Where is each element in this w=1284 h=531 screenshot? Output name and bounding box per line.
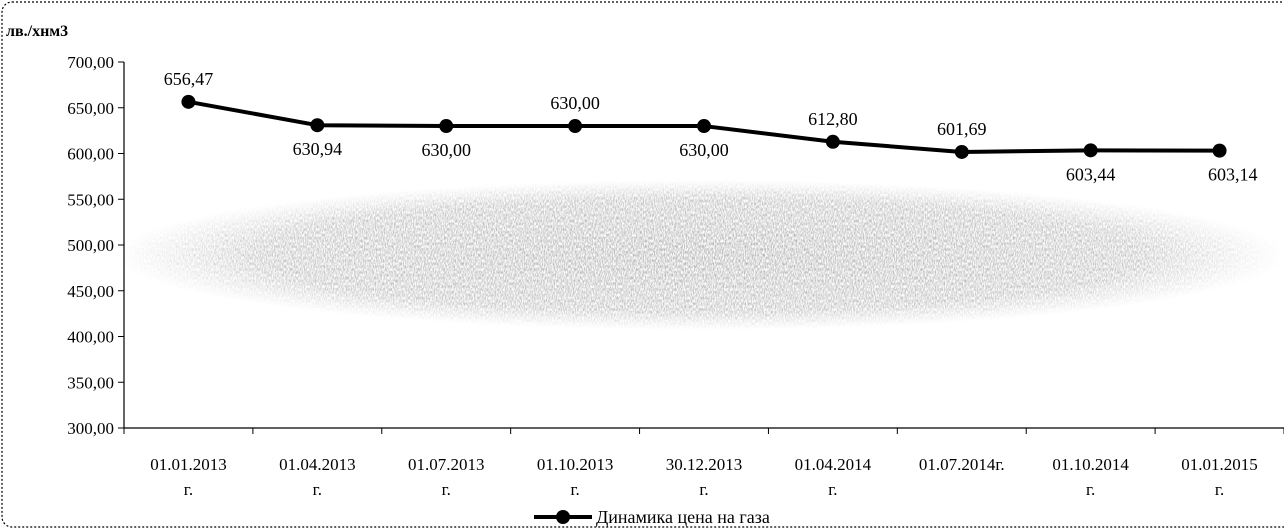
x-tick-label: 01.01.2015 — [1181, 455, 1258, 474]
x-tick-label-suffix: г. — [699, 480, 708, 499]
legend-marker-swatch — [556, 510, 570, 524]
x-tick-label: 01.10.2013 — [537, 455, 614, 474]
data-point-marker — [1212, 143, 1227, 158]
data-label: 630,00 — [679, 140, 729, 160]
data-point-marker — [568, 119, 583, 134]
y-tick-label: 550,00 — [67, 190, 114, 209]
x-tick-label: 01.04.2014 — [795, 455, 872, 474]
y-tick-label: 300,00 — [67, 419, 114, 438]
y-axis-ticks: 700,00 650,00 600,00 550,00 500,00 450,00 400,… — [67, 53, 124, 438]
x-tick-label: 01.10.2014 — [1052, 455, 1129, 474]
data-labels: 656,47 630,94 630,00 630,00 630,00 612,80 601,… — [164, 69, 1258, 185]
x-tick-label: 01.04.2013 — [279, 455, 356, 474]
x-tick-label-suffix: г. — [828, 480, 837, 499]
data-label: 601,69 — [937, 119, 987, 139]
scan-noise-band — [115, 180, 1284, 330]
x-tick-label: 30.12.2013 — [666, 455, 743, 474]
x-tick-label-suffix: г. — [570, 480, 579, 499]
y-tick-label: 350,00 — [67, 373, 114, 392]
series-line — [181, 94, 1227, 159]
data-label: 603,44 — [1066, 164, 1116, 184]
data-label: 603,14 — [1208, 165, 1258, 185]
data-label: 612,80 — [808, 109, 858, 129]
legend: Динамика цена на газа — [534, 507, 770, 527]
data-point-marker — [1083, 143, 1098, 158]
x-tick-label-suffix: г. — [1215, 480, 1224, 499]
x-tick-label-suffix: г. — [313, 480, 322, 499]
data-point-marker — [954, 144, 969, 159]
x-tick-label-suffix: г. — [1086, 480, 1095, 499]
y-tick-label: 650,00 — [67, 99, 114, 118]
data-point-marker — [310, 118, 325, 133]
data-label: 630,94 — [293, 139, 343, 159]
data-label: 656,47 — [164, 69, 214, 89]
legend-series-name: Динамика цена на газа — [596, 507, 770, 527]
x-axis-ticks: 01.01.2013 г. 01.04.2013 г. 01.07.2013 г. 01.1… — [123, 428, 1284, 499]
data-point-marker — [181, 94, 196, 109]
y-tick-label: 600,00 — [67, 145, 114, 164]
y-tick-label: 500,00 — [67, 236, 114, 255]
y-tick-label: 400,00 — [67, 328, 114, 347]
x-tick-label-suffix: г. — [442, 480, 451, 499]
data-label: 630,00 — [550, 93, 600, 113]
y-tick-label: 700,00 — [67, 53, 114, 72]
y-axis-unit-label: лв./хнм3 — [6, 23, 68, 40]
data-point-marker — [439, 119, 454, 134]
x-tick-label: 01.07.2014г. — [919, 455, 1005, 474]
data-point-marker — [825, 134, 840, 149]
data-label: 630,00 — [421, 140, 471, 160]
x-tick-label: 01.01.2013 — [150, 455, 227, 474]
x-tick-label: 01.07.2013 — [408, 455, 485, 474]
x-tick-label-suffix: г. — [184, 480, 193, 499]
y-tick-label: 450,00 — [67, 282, 114, 301]
data-point-marker — [697, 119, 711, 134]
